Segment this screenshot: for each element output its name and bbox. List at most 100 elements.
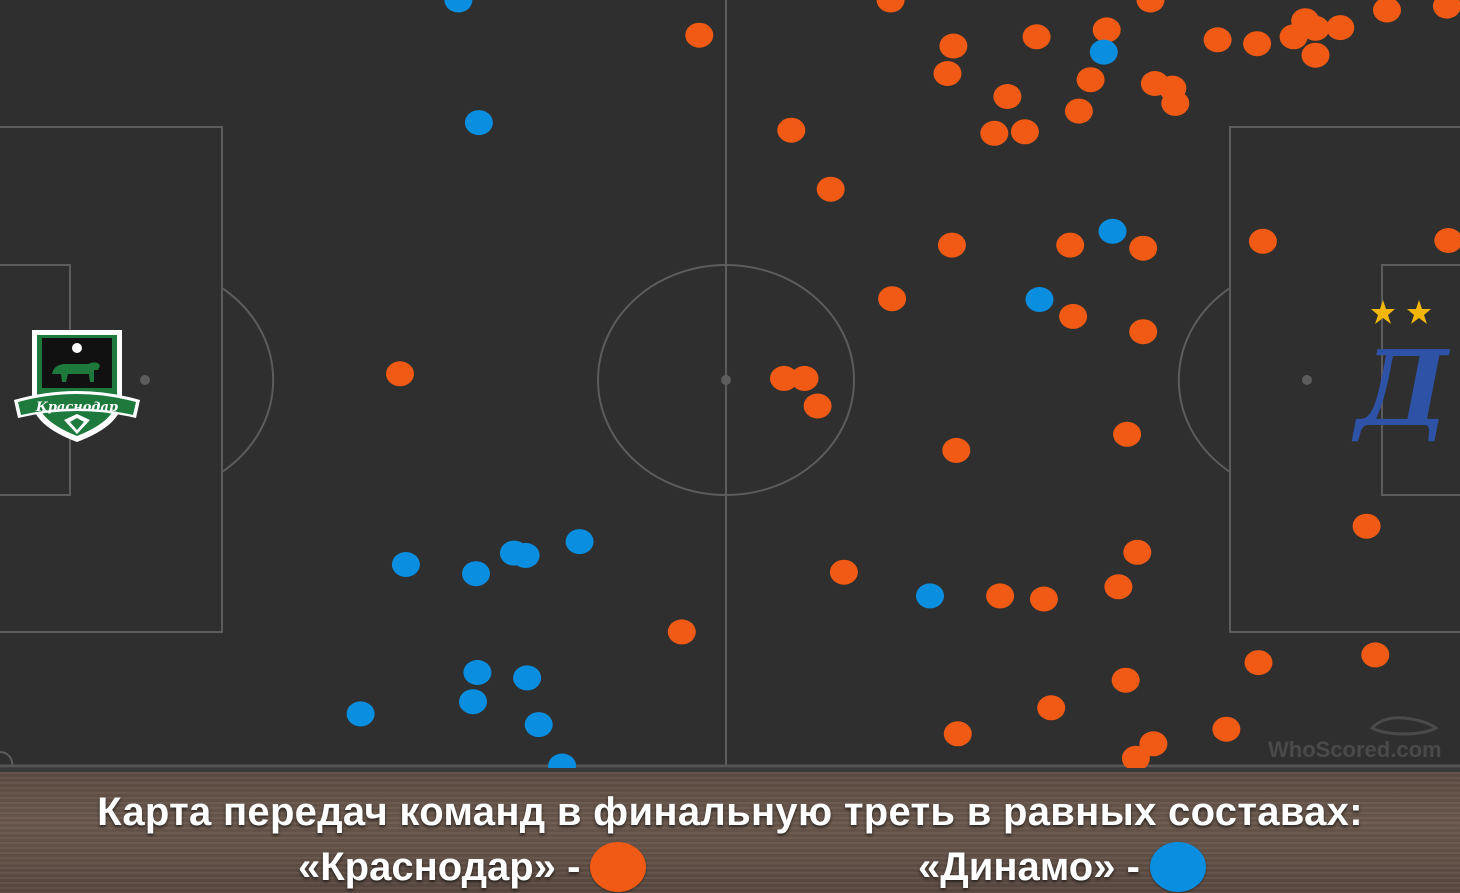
pass-dot-krasnodar — [1059, 303, 1088, 329]
legend-krasnodar-label: «Краснодар» - — [298, 844, 581, 889]
pass-dot-dynamo — [459, 689, 487, 715]
legend-krasnodar-swatch — [590, 842, 647, 892]
pass-dots — [346, 0, 1460, 768]
legend-krasnodar: «Краснодар» - — [298, 842, 647, 892]
left-corner-arc — [0, 750, 14, 767]
pass-dot-dynamo — [1098, 218, 1127, 244]
crest-panel — [42, 338, 112, 388]
pass-dot-krasnodar — [1243, 31, 1272, 57]
pass-dot-krasnodar — [1111, 667, 1140, 693]
pass-dot-dynamo — [513, 665, 542, 691]
pass-dot-krasnodar — [816, 176, 845, 202]
legend-dynamo-label: «Динамо» - — [918, 844, 1140, 889]
pass-dot-dynamo — [548, 753, 577, 768]
pass-dot-krasnodar — [1056, 232, 1085, 258]
pass-dot-krasnodar — [1326, 15, 1355, 41]
pass-dot-krasnodar — [1301, 42, 1330, 68]
pass-dot-krasnodar — [1301, 15, 1330, 41]
pass-dot-dynamo — [464, 110, 493, 136]
pass-dot-dynamo — [462, 561, 490, 587]
left-penalty-arc — [221, 287, 275, 473]
pass-dot-krasnodar — [876, 0, 905, 13]
pass-dot-dynamo — [346, 701, 375, 727]
pass-dot-krasnodar — [1373, 0, 1401, 23]
pass-dot-krasnodar — [770, 365, 798, 391]
pass-dot-krasnodar — [943, 721, 972, 747]
dynamo-letter: Д — [1351, 327, 1451, 450]
legend-dynamo: «Динамо» - — [918, 842, 1206, 892]
pass-dot-krasnodar — [667, 619, 696, 645]
pass-dot-dynamo — [444, 0, 473, 13]
pass-dot-dynamo — [1025, 287, 1054, 312]
pass-dot-krasnodar — [1212, 716, 1241, 742]
pass-dot-krasnodar — [993, 84, 1022, 109]
pass-dot-krasnodar — [1352, 513, 1381, 539]
center-circle — [597, 264, 855, 496]
pass-dot-krasnodar — [1434, 228, 1460, 253]
pass-dot-dynamo — [524, 712, 553, 738]
left-penalty-area — [0, 126, 223, 633]
crest-ball-icon — [72, 343, 82, 353]
pass-dot-krasnodar — [1361, 642, 1390, 668]
pass-dot-dynamo — [565, 529, 594, 555]
pass-dot-krasnodar — [1037, 695, 1066, 721]
pass-dot-krasnodar — [933, 61, 962, 86]
pass-dot-krasnodar — [829, 559, 858, 585]
pass-dot-krasnodar — [1010, 119, 1039, 145]
pass-dot-krasnodar — [790, 365, 819, 391]
left-penalty-spot — [140, 375, 150, 385]
pitch-chart: Краснодар Д WhoScored.com — [0, 0, 1460, 768]
pass-dot-krasnodar — [1161, 90, 1190, 116]
pass-dot-krasnodar — [1029, 586, 1058, 612]
pass-dot-krasnodar — [777, 117, 806, 143]
pass-dot-krasnodar — [685, 22, 714, 48]
crest-ribbon-inner — [18, 394, 136, 415]
legend-dynamo-swatch — [1149, 842, 1206, 892]
pass-dot-krasnodar — [939, 33, 968, 59]
pass-dot-dynamo — [1089, 39, 1118, 65]
pass-dot-krasnodar — [1092, 17, 1121, 43]
pass-dot-krasnodar — [1129, 319, 1158, 345]
right-penalty-arc — [1177, 287, 1231, 473]
caption-bar: Карта передач команд в финальную треть в… — [0, 768, 1460, 893]
bull-icon — [52, 362, 100, 382]
pass-dot-krasnodar — [937, 232, 966, 258]
star-icon — [1407, 300, 1431, 324]
pass-dot-krasnodar — [1244, 650, 1273, 676]
pass-dot-krasnodar — [1123, 539, 1152, 565]
pass-dot-dynamo — [463, 660, 492, 685]
pass-dot-krasnodar — [1129, 235, 1158, 261]
pass-dot-krasnodar — [1136, 0, 1165, 13]
pass-dot-dynamo — [391, 552, 420, 577]
watermark-logo-icon — [1369, 716, 1439, 736]
pass-dot-krasnodar — [942, 437, 971, 463]
pass-dot-krasnodar — [1076, 67, 1105, 93]
right-six-yard-box — [1381, 264, 1460, 496]
krasnodar-crest-icon: Краснодар — [14, 330, 140, 442]
star-icon — [1371, 300, 1395, 324]
center-spot — [721, 375, 731, 385]
crest-diamond-inner — [70, 418, 84, 430]
pass-dot-krasnodar — [1432, 0, 1460, 19]
pass-dot-krasnodar — [986, 583, 1015, 609]
pass-dot-krasnodar — [1113, 421, 1142, 447]
right-penalty-area — [1229, 126, 1460, 633]
pitch-background — [0, 0, 1460, 768]
pass-dot-krasnodar — [1121, 745, 1150, 768]
pass-dot-krasnodar — [386, 361, 414, 387]
crest-team-text: Краснодар — [35, 400, 118, 415]
pass-dot-krasnodar — [980, 120, 1009, 146]
pass-dot-krasnodar — [1203, 27, 1232, 53]
dynamo-crest-icon: Д — [1351, 300, 1451, 450]
whoscored-watermark: WhoScored.com — [1268, 737, 1442, 762]
right-penalty-spot — [1302, 375, 1312, 385]
pitch-markings — [0, 0, 1460, 767]
pass-dot-krasnodar — [1064, 98, 1093, 124]
pass-dot-dynamo — [511, 542, 540, 568]
caption-title: Карта передач команд в финальную треть в… — [97, 790, 1363, 834]
pass-dot-krasnodar — [1104, 574, 1133, 600]
pass-dot-krasnodar — [803, 393, 832, 419]
pass-dot-krasnodar — [878, 286, 907, 312]
pass-dot-krasnodar — [1022, 24, 1051, 50]
